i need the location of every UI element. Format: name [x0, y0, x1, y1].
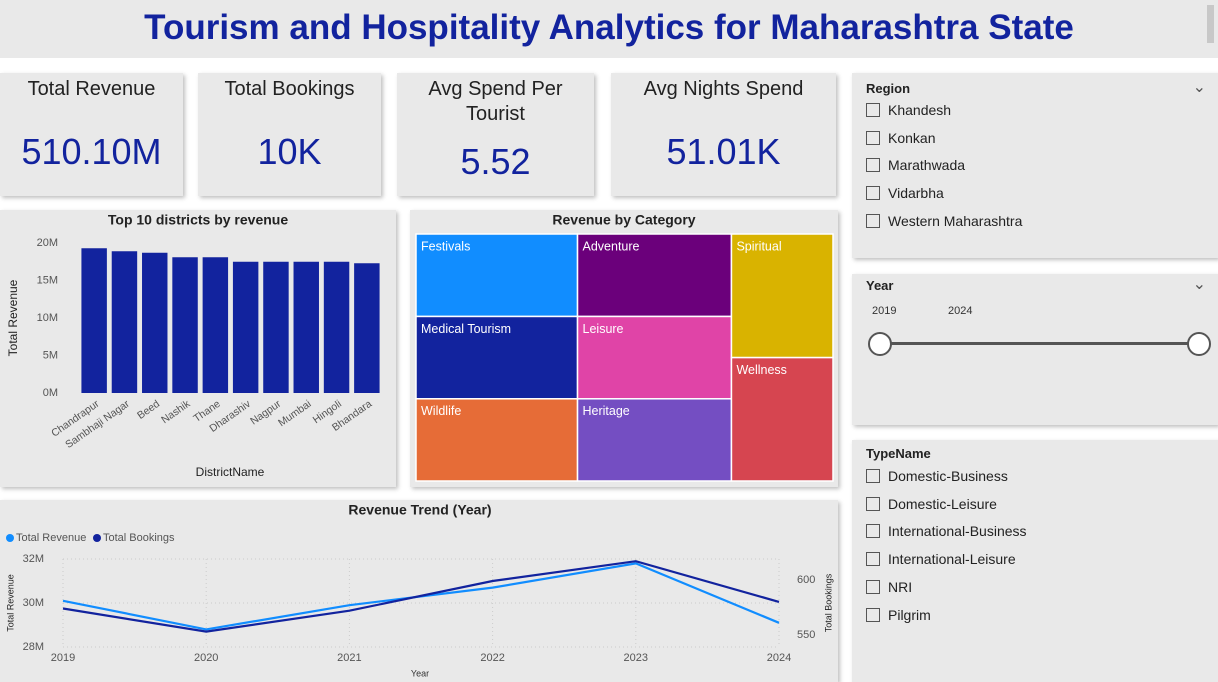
kpi-value: 5.52	[460, 141, 531, 182]
slicer-item[interactable]: Domestic-Leisure	[866, 496, 997, 512]
checkbox[interactable]	[866, 213, 880, 228]
scrollbar[interactable]	[1207, 5, 1214, 43]
slicer-title: Year	[866, 278, 894, 293]
item-label: Domestic-Business	[888, 468, 1008, 484]
item-label: Marathwada	[888, 157, 966, 174]
item-label: Pilgrim	[888, 606, 931, 623]
kpi-value: 51.01K	[666, 131, 781, 172]
title-bar: Tourism and Hospitality Analytics for Ma…	[0, 0, 1218, 58]
checkbox[interactable]	[866, 103, 880, 117]
chevron[interactable]: ⌄	[1192, 276, 1206, 293]
checkbox[interactable]	[866, 186, 880, 201]
treemap-card	[410, 210, 838, 487]
kpi-value: 510.10M	[21, 131, 162, 172]
checkbox[interactable]	[866, 130, 880, 145]
slicer-item[interactable]: Khandesh	[866, 102, 951, 118]
kpi-card: Total Revenue 510.10M	[0, 73, 183, 196]
checkbox[interactable]	[866, 524, 880, 539]
kpi-label: Avg Spend Per Tourist	[428, 78, 563, 125]
slicer-item[interactable]: International-Business	[866, 523, 1027, 539]
item-label: International-Business	[888, 523, 1027, 540]
checkbox[interactable]	[866, 607, 880, 622]
kpi-label: Avg Nights Spend	[643, 78, 804, 100]
kpi-card: Avg Nights Spend 51.01K	[611, 73, 836, 196]
year-end[interactable]: 2024	[948, 305, 973, 317]
slicer-item[interactable]: Western Maharashtra	[866, 213, 1022, 229]
kpi-card: Avg Spend Per Tourist 5.52	[397, 73, 594, 196]
checkbox[interactable]	[866, 158, 880, 173]
year-start[interactable]: 2019	[872, 305, 897, 317]
page-title: Tourism and Hospitality Analytics for Ma…	[144, 8, 1074, 47]
chevron[interactable]: ⌄	[1192, 79, 1206, 96]
region-slicer: Region ⌄ Khandesh Konkan Marathwada Vidarbha W…	[852, 73, 1218, 258]
kpi-label: Total Revenue	[27, 78, 156, 100]
checkbox[interactable]	[866, 579, 880, 594]
slicer-item[interactable]: Domestic-Business	[866, 468, 1008, 484]
year-slicer: Year ⌄ 2019 2024	[852, 274, 1218, 425]
item-label: Western Maharashtra	[888, 212, 1023, 229]
item-label: Khandesh	[888, 102, 952, 118]
type-slicer: TypeName Domestic-Business Domestic-Leisur…	[852, 440, 1218, 682]
item-label: International-Leisure	[888, 551, 1016, 568]
slider-handle[interactable]	[868, 332, 892, 356]
item-label: Domestic-Leisure	[888, 495, 997, 512]
slicer-title: TypeName	[866, 446, 931, 461]
checkbox[interactable]	[866, 469, 880, 483]
slicer-item[interactable]: Vidarbha	[866, 185, 944, 201]
slicer-item[interactable]: Konkan	[866, 130, 935, 146]
item-label: Vidarbha	[888, 185, 944, 202]
bar-card	[0, 210, 396, 487]
slider-handle[interactable]	[1187, 332, 1211, 356]
item-label: Konkan	[888, 129, 936, 146]
slicer-item[interactable]: Pilgrim	[866, 607, 931, 623]
item-label: NRI	[888, 578, 913, 595]
checkbox[interactable]	[866, 496, 880, 511]
slicer-item[interactable]: NRI	[866, 579, 912, 595]
kpi-value: 10K	[257, 131, 322, 172]
kpi-label: Total Bookings	[224, 78, 355, 100]
slicer-item[interactable]: International-Leisure	[866, 551, 1016, 567]
slider-track	[880, 342, 1198, 345]
kpi-card: Total Bookings 10K	[198, 73, 381, 196]
slicer-title: Region	[866, 81, 911, 96]
checkbox[interactable]	[866, 552, 880, 567]
slicer-item[interactable]: Marathwada	[866, 157, 965, 173]
line-card	[0, 500, 838, 682]
